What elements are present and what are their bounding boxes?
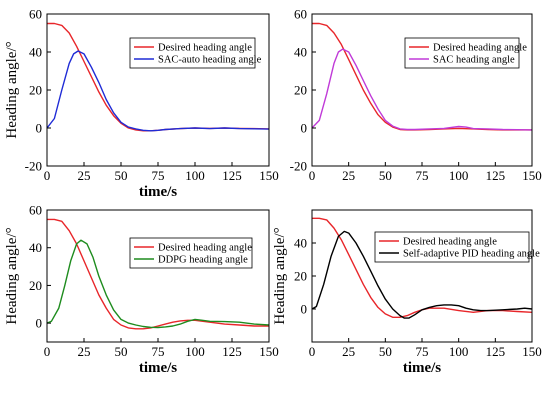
y-axis-label: Heading angle/° bbox=[4, 41, 20, 138]
x-tick-label: 100 bbox=[185, 168, 205, 183]
legend-label-2: Self-adaptive PID heading angle bbox=[403, 249, 540, 260]
x-tick-label: 50 bbox=[115, 168, 128, 183]
y-tick-label: 0 bbox=[36, 121, 43, 136]
y-tick-label: 40 bbox=[29, 240, 42, 255]
legend-box bbox=[129, 237, 253, 269]
x-tick-label: 125 bbox=[222, 168, 242, 183]
series-line-2 bbox=[46, 239, 270, 329]
x-tick-label: 150 bbox=[522, 168, 542, 183]
x-tick-label: 0 bbox=[309, 344, 316, 359]
x-tick-label: 25 bbox=[342, 168, 355, 183]
x-tick-label: 100 bbox=[449, 344, 469, 359]
y-axis-label: Heading angle/° bbox=[272, 227, 288, 324]
y-tick-label: 60 bbox=[294, 7, 307, 22]
x-tick-label: 75 bbox=[416, 168, 429, 183]
series-line-2 bbox=[311, 230, 533, 319]
x-tick-label: 100 bbox=[449, 168, 469, 183]
x-tick-label: 50 bbox=[379, 344, 392, 359]
x-tick-label: 150 bbox=[522, 344, 542, 359]
y-tick-label: 20 bbox=[29, 83, 42, 98]
y-tick-label: 0 bbox=[301, 302, 308, 317]
series-line-1 bbox=[312, 217, 533, 318]
y-axis-label: Heading angle/° bbox=[4, 227, 20, 324]
y-tick-label: 0 bbox=[301, 121, 308, 136]
legend-box bbox=[374, 231, 530, 263]
x-tick-label: 125 bbox=[486, 168, 506, 183]
y-tick-label: -20 bbox=[25, 159, 42, 174]
y-tick-label: 40 bbox=[294, 45, 307, 60]
x-tick-label: 25 bbox=[78, 168, 91, 183]
x-tick-label: 150 bbox=[259, 344, 279, 359]
x-axis-label: time/s bbox=[403, 360, 441, 376]
chart-panel-1: 0 25 50 75 100 125 150-200204060time/sHeading … bbox=[4, 7, 279, 201]
y-tick-label: 60 bbox=[29, 203, 42, 218]
y-tick-label: 40 bbox=[29, 45, 42, 60]
y-tick-label: -20 bbox=[290, 159, 307, 174]
legend-label-1: Desired heading angle bbox=[158, 43, 252, 54]
x-tick-label: 50 bbox=[379, 168, 392, 183]
legend-box bbox=[129, 37, 256, 69]
series-line-1 bbox=[47, 218, 269, 330]
x-tick-label: 150 bbox=[259, 168, 279, 183]
x-tick-label: 25 bbox=[78, 344, 91, 359]
x-tick-label: 75 bbox=[416, 344, 429, 359]
plot-frame bbox=[311, 13, 533, 167]
x-tick-label: 25 bbox=[342, 344, 355, 359]
legend-box bbox=[404, 37, 520, 69]
chart-panel-3: 0 25 50 75 100 125 150 0 20 40 60 time/s Heading ang… bbox=[4, 203, 279, 377]
x-tick-label: 0 bbox=[44, 168, 51, 183]
x-tick-label: 125 bbox=[486, 344, 506, 359]
x-tick-label: 75 bbox=[152, 168, 165, 183]
y-tick-label: 0 bbox=[36, 316, 43, 331]
legend-label-2: DDPG heading angle bbox=[158, 255, 248, 266]
legend-label-1: Desired heading angle bbox=[403, 237, 497, 248]
x-tick-label: 50 bbox=[115, 344, 128, 359]
y-tick-label: 40 bbox=[294, 236, 307, 251]
y-tick-label: 60 bbox=[29, 7, 42, 22]
series-line-2 bbox=[46, 50, 270, 132]
plot-frame bbox=[46, 13, 270, 167]
legend-label-2: SAC-auto heading angle bbox=[158, 55, 262, 66]
chart-panel-4: 0 25 50 75 100 125 150 0 20 40 time/s Heading angle… bbox=[272, 209, 542, 376]
y-tick-label: 20 bbox=[294, 269, 307, 284]
x-tick-label: 75 bbox=[152, 344, 165, 359]
x-tick-label: 0 bbox=[44, 344, 51, 359]
x-tick-label: 125 bbox=[222, 344, 242, 359]
plot-frame bbox=[311, 209, 533, 343]
legend-label-1: Desired heading angle bbox=[433, 43, 527, 54]
y-tick-label: 20 bbox=[29, 278, 42, 293]
legend-label-1: Desired heading angle bbox=[158, 243, 252, 254]
y-tick-label: 20 bbox=[294, 83, 307, 98]
legend-label-2: SAC heading angle bbox=[433, 55, 515, 66]
x-axis-label: time/s bbox=[139, 360, 177, 376]
x-tick-label: 100 bbox=[185, 344, 205, 359]
x-axis-label: time/s bbox=[139, 184, 177, 200]
x-tick-label: 0 bbox=[309, 168, 316, 183]
series-line-2 bbox=[311, 48, 533, 131]
